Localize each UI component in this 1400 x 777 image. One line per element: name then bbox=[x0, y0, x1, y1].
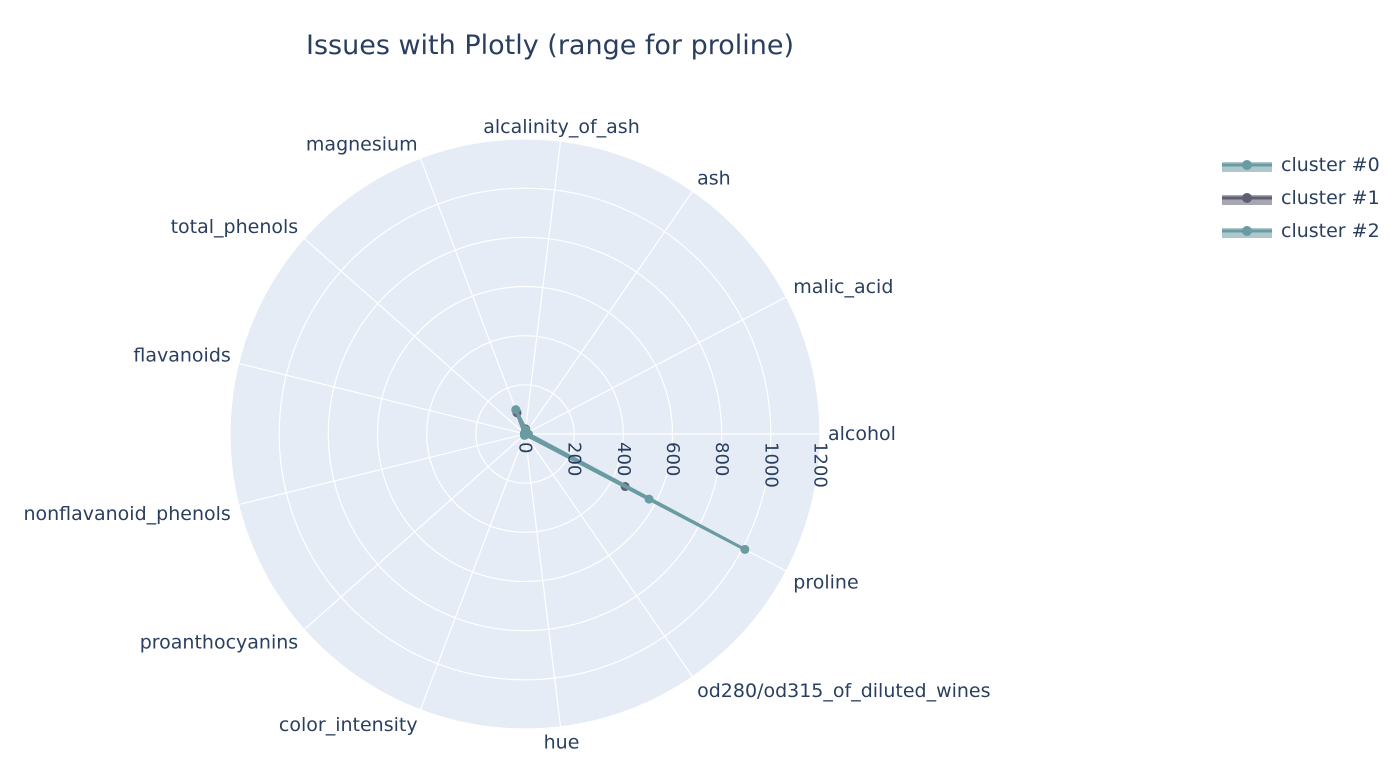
series-2-point-od280-od315-of-diluted-wines bbox=[520, 430, 530, 440]
legend-label: cluster #1 bbox=[1281, 187, 1380, 209]
radial-tick-label: 400 bbox=[613, 442, 634, 476]
grid-spoke bbox=[524, 141, 562, 435]
axis-label-od280-od315-of-diluted-wines: od280/od315_of_diluted_wines bbox=[697, 680, 990, 702]
series-2-point-magnesium bbox=[511, 405, 521, 415]
angular-axis-labels: alcohol malic_acid ash alcalinity_of_ashmag… bbox=[23, 116, 990, 753]
axis-label-hue: hue bbox=[544, 731, 580, 753]
legend-item-0[interactable]: cluster #0 bbox=[1222, 154, 1380, 176]
radial-tick-labels: 0 200 400 600 800 1000 1200 bbox=[515, 442, 831, 488]
axis-label-flavanoids: flavanoids bbox=[133, 345, 230, 367]
legend-marker bbox=[1242, 226, 1252, 236]
axis-label-proline: proline bbox=[793, 571, 858, 593]
grid-spoke bbox=[419, 157, 526, 435]
radial-tick-label: 800 bbox=[711, 442, 732, 476]
grid-spoke bbox=[419, 433, 526, 711]
axis-label-alcohol: alcohol bbox=[828, 423, 896, 445]
grid-spoke bbox=[238, 433, 526, 506]
radial-tick-label: 1200 bbox=[810, 442, 831, 488]
axis-label-proanthocyanins: proanthocyanins bbox=[140, 631, 298, 653]
grid-spoke bbox=[303, 237, 526, 435]
axis-label-ash: ash bbox=[697, 168, 731, 190]
axis-label-nonflavanoid-phenols: nonflavanoid_phenols bbox=[23, 503, 230, 525]
grid-spoke bbox=[303, 433, 526, 631]
grid-spoke bbox=[524, 296, 787, 435]
grid-spoke bbox=[524, 433, 694, 678]
radial-tick-label: 1000 bbox=[760, 442, 781, 488]
grid-spoke bbox=[524, 433, 562, 727]
axis-label-total-phenols: total_phenols bbox=[171, 216, 299, 238]
legend-marker bbox=[1242, 193, 1252, 203]
series-traces bbox=[511, 405, 750, 554]
axis-label-color-intensity: color_intensity bbox=[279, 714, 418, 736]
grid-spoke bbox=[238, 362, 526, 435]
radial-tick-label: 200 bbox=[564, 442, 585, 476]
legend-item-1[interactable]: cluster #1 bbox=[1222, 187, 1380, 209]
legend-marker bbox=[1242, 160, 1252, 170]
radial-tick-label: 600 bbox=[662, 442, 683, 476]
grid-spoke bbox=[524, 190, 694, 435]
radial-tick-label: 0 bbox=[515, 442, 536, 453]
legend-label: cluster #0 bbox=[1281, 154, 1380, 176]
axis-label-alcalinity-of-ash: alcalinity_of_ash bbox=[483, 116, 639, 138]
chart-title: Issues with Plotly (range for proline) bbox=[306, 30, 794, 61]
legend[interactable]: cluster #0 cluster #1 cluster #2 bbox=[1222, 154, 1380, 242]
axis-label-malic-acid: malic_acid bbox=[793, 276, 893, 298]
legend-item-2[interactable]: cluster #2 bbox=[1222, 220, 1380, 242]
legend-label: cluster #2 bbox=[1281, 220, 1380, 242]
axis-label-magnesium: magnesium bbox=[306, 134, 418, 156]
series-2-point-proline bbox=[740, 544, 750, 554]
